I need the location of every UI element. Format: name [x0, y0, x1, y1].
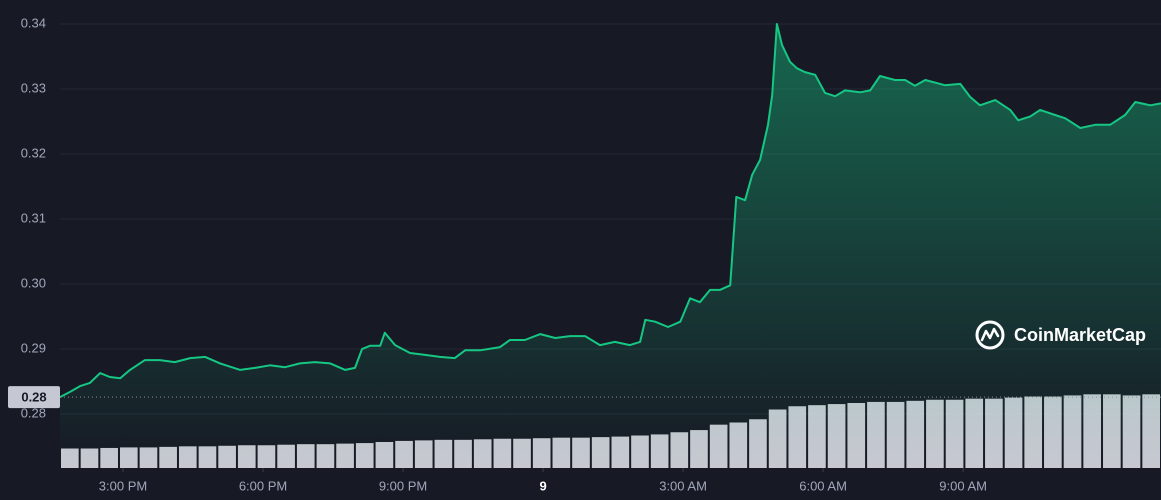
price: [59, 23, 1161, 468]
price-line: [59, 23, 1161, 398]
logo-ring: [975, 320, 1005, 350]
x-tick-label: 6:00 AM: [799, 478, 847, 493]
y-tick-label: 0.34: [21, 15, 46, 30]
x-tick-label: 3:00 AM: [659, 478, 707, 493]
x-tick-label: 9:00 PM: [379, 478, 427, 493]
grid: [60, 23, 1161, 415]
reference-label-box: [8, 386, 60, 409]
x-tick-label: 9: [539, 478, 546, 493]
watermark-text: CoinMarketCap: [1014, 325, 1146, 345]
y-tick-label: 0.28: [21, 405, 46, 420]
watermark: CoinMarketCap: [975, 320, 1146, 350]
y-tick-label: 0.32: [21, 145, 46, 160]
x-tick-label: 6:00 PM: [239, 478, 287, 493]
y-tick-label: 0.29: [21, 340, 46, 355]
reference-label: 0.28: [21, 390, 46, 405]
y-tick-label: 0.33: [21, 80, 46, 95]
x-tick-label: 3:00 PM: [99, 478, 147, 493]
x-tick-label: 9:00 AM: [939, 478, 987, 493]
y-tick-label: 0.30: [21, 275, 46, 290]
price-area: [60, 24, 1161, 468]
y-tick-label: 0.31: [21, 210, 46, 225]
logo-mark: [980, 327, 1000, 342]
labels: 0.28 0.29 0.30 0.31 0.32 0.33 0.34 3:00 PM 6:00 …: [8, 15, 1161, 493]
